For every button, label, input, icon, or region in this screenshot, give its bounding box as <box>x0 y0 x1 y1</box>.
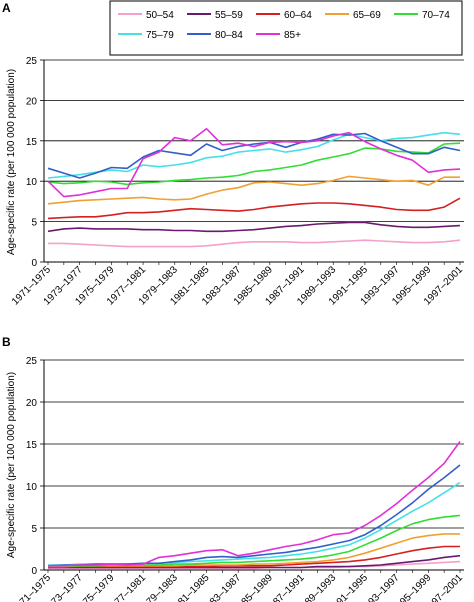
y-tick-label: 15 <box>26 440 38 451</box>
series-line-75–79 <box>47 131 461 179</box>
series-line-80–84 <box>47 132 461 179</box>
y-tick-label: 10 <box>26 177 38 188</box>
y-tick-label: 0 <box>31 258 37 269</box>
panel-a-chart: A 0 5 10 15 20 25 Age-specific rate (per 100 00… <box>2 1 465 308</box>
panel-label: B <box>2 335 11 349</box>
series-line-80–84 <box>47 464 461 567</box>
legend-label: 70–74 <box>422 10 450 21</box>
legend-label: 80–84 <box>215 30 243 41</box>
legend-label: 50–54 <box>146 10 174 21</box>
y-tick-label: 15 <box>26 137 38 148</box>
legend-label: 85+ <box>284 30 301 41</box>
series-line-85+ <box>48 441 461 567</box>
y-tick-label: 5 <box>31 524 37 535</box>
y-tick-label: 20 <box>26 96 38 107</box>
legend-label: 65–69 <box>353 10 381 21</box>
y-tick-label: 20 <box>26 398 38 409</box>
y-tick-label: 25 <box>26 56 38 67</box>
series-line-55–59 <box>47 221 461 233</box>
y-axis-label: Age-specific rate (per 100 000 populatio… <box>6 372 17 558</box>
legend-label: 55–59 <box>215 10 243 21</box>
series-line-70–74 <box>47 142 461 186</box>
series-line-50–54 <box>48 239 461 248</box>
series-line-65–69 <box>47 175 460 205</box>
panel-label: A <box>2 1 11 15</box>
y-tick-label: 10 <box>26 482 38 493</box>
series-line-55–59 <box>48 554 461 569</box>
series-line-60–64 <box>47 197 461 220</box>
y-tick-label: 25 <box>26 356 38 367</box>
y-tick-label: 5 <box>31 218 37 229</box>
panel-b-chart: B 0 5 10 15 20 25 Age-specific rate (per 100 00… <box>2 335 465 602</box>
legend: 50–54 55–59 60–64 65–69 70–74 75–79 80–84 85+ <box>109 0 463 56</box>
y-axis-label: Age-specific rate (per 100 000 populatio… <box>6 69 17 255</box>
legend-label: 60–64 <box>284 10 312 21</box>
y-tick-label: 0 <box>31 566 37 577</box>
legend-label: 75–79 <box>146 30 174 41</box>
legend-box <box>109 0 463 56</box>
series-line-85+ <box>47 127 461 198</box>
